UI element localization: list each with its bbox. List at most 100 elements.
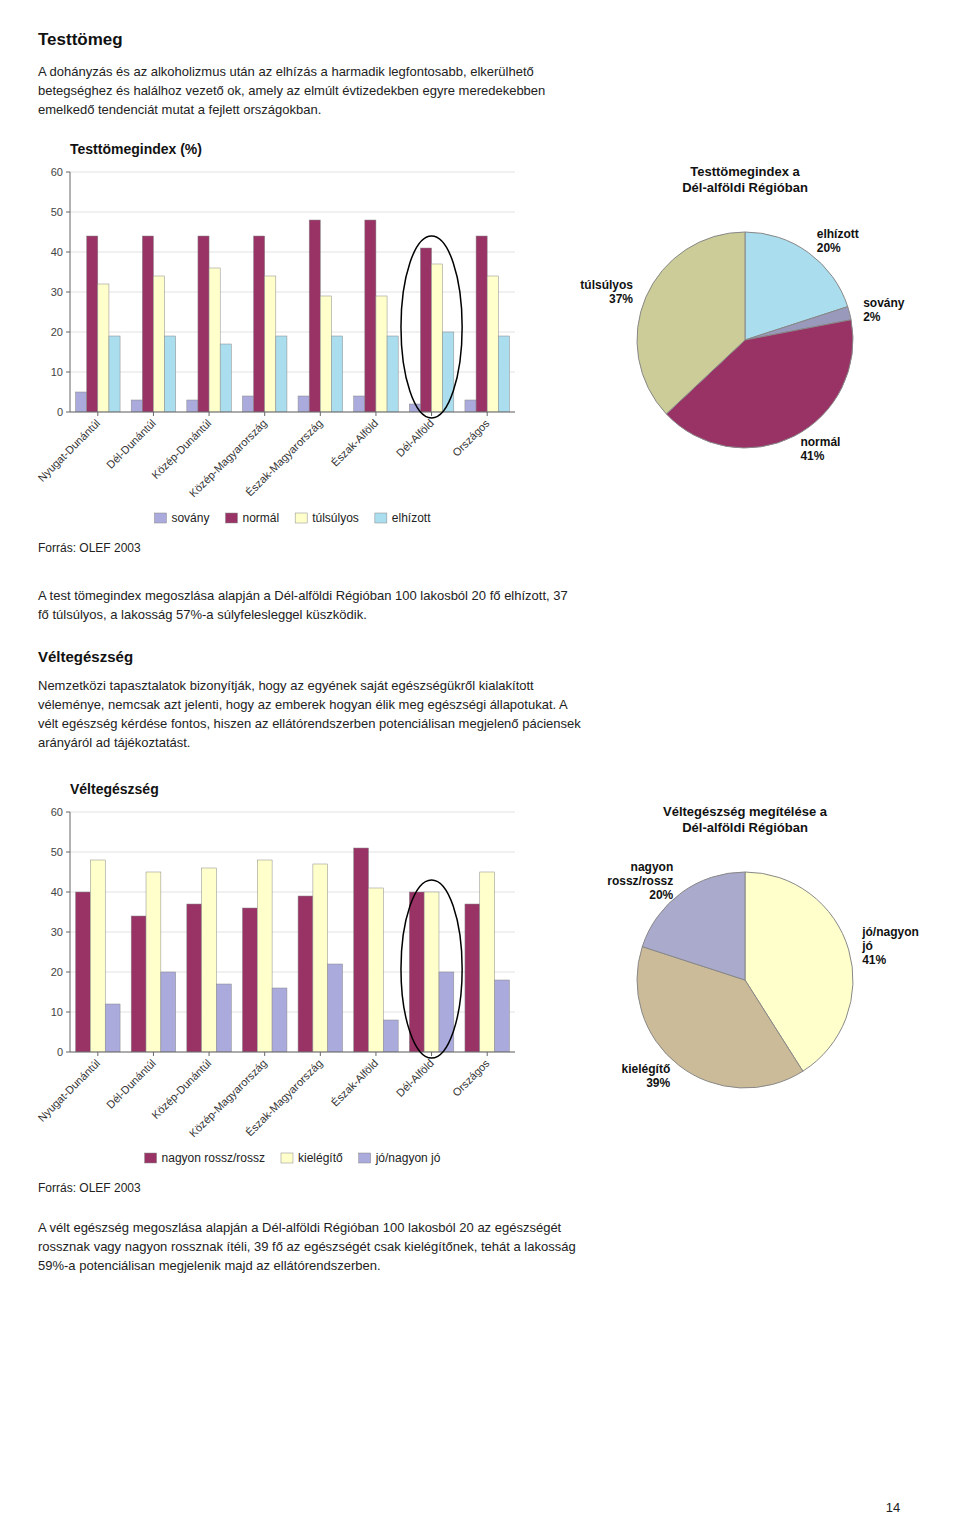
y-tick-label: 50 [51,846,63,858]
y-tick [66,252,70,253]
bar [465,400,476,412]
legend-swatch [281,1153,293,1163]
y-tick [66,212,70,213]
x-tick [209,1052,210,1056]
bar [439,972,454,1052]
y-tick-label: 30 [51,286,63,298]
slice-label-line: jó [861,939,873,953]
bar [495,980,510,1052]
slice-label-value: 39% [646,1076,670,1090]
legend-label: elhízott [392,511,431,525]
x-tick-label: Észak-Magyarország [243,417,325,499]
bar [76,392,87,412]
x-tick [320,1052,321,1056]
x-tick-label: Országos [450,417,492,459]
y-tick [66,892,70,893]
bar [383,1020,398,1052]
x-tick [431,412,432,416]
paragraph-line: vélt egészség kérdése fontos, hiszen az … [38,716,581,731]
y-tick [66,1052,70,1053]
y-axis [70,812,71,1052]
paragraph: Nemzetközi tapasztalatok bizonyítják, ho… [38,678,581,750]
y-tick [66,292,70,293]
x-tick [375,1052,376,1056]
bar [276,336,287,412]
highlight-ellipse [401,236,462,418]
grid-line [70,212,515,213]
legend-swatch [225,513,237,523]
slice-label: nagyonrossz/rossz20% [607,860,673,902]
pie-slice [637,232,745,414]
x-tick-label: Dél-Dunántúl [104,417,158,471]
bar-chart: Testtömegindex (%)0102030405060Nyugat-Du… [35,141,515,555]
bar [105,1004,120,1052]
bar [424,892,439,1052]
bar [298,896,313,1052]
bar [480,872,495,1052]
x-tick-label: Dél-Dunántúl [104,1057,158,1111]
bar [498,336,509,412]
paragraph-line: emelkedő tendenciát mutat a fejlett orsz… [38,102,321,117]
y-tick [66,932,70,933]
paragraph-line: arányáról ad tájékoztatást. [38,735,190,750]
legend-label: túlsúlyos [312,511,359,525]
slice-label-name: kielégítő [622,1062,671,1076]
slice-label-name: normál [800,435,840,449]
y-axis [70,172,71,412]
pie-chart: Testtömegindex aDél-alföldi Régióban elhí… [580,164,905,463]
chart-title: Testtömegindex aDél-alföldi Régióban [682,164,808,195]
slice-label-line: rossz/rossz [607,874,673,888]
x-tick [153,1052,154,1056]
y-tick-label: 10 [51,366,63,378]
x-tick [320,412,321,416]
x-tick [375,412,376,416]
legend-label: normál [242,511,279,525]
bar [387,336,398,412]
source-note: Forrás: OLEF 2003 [38,541,141,555]
bar [165,336,176,412]
y-tick-label: 0 [57,1046,63,1058]
slice-label-value: 37% [609,292,633,306]
y-tick-label: 40 [51,246,63,258]
y-tick-label: 60 [51,806,63,818]
slice-label-name: elhízott [817,227,859,241]
bar [131,916,146,1052]
page-number: 14 [886,1500,900,1515]
x-tick [487,1052,488,1056]
chart-title-line: Dél-alföldi Régióban [682,820,808,835]
x-tick-label: Közép-Dunántúl [149,1057,213,1121]
paragraph-line: A test tömegindex megoszlása alapján a D… [38,588,568,603]
chart-title: Véltegészség [70,781,159,797]
y-tick-label: 20 [51,966,63,978]
bar [272,988,287,1052]
bar [242,908,257,1052]
grid-line [70,892,515,893]
paragraph: A dohányzás és az alkoholizmus után az e… [38,64,545,117]
bar [354,396,365,412]
legend-label: sovány [171,511,209,525]
slice-label-name: sovány [863,296,905,310]
bar [476,236,487,412]
paragraph-line: betegséghez és halálhoz vezető ok, amely… [38,83,545,98]
bar [420,248,431,412]
bar [87,236,98,412]
bar [331,336,342,412]
slice-label: sovány2% [863,296,905,324]
bar [376,296,387,412]
bar [443,332,454,412]
paragraph: A vélt egészség megoszlása alapján a Dél… [38,1220,576,1273]
grid-line [70,172,515,173]
paragraph-line: 59%-a potenciálisan megjelenik majd az e… [38,1258,381,1273]
slice-label-name: túlsúlyos [580,278,633,292]
bar [298,396,309,412]
source-note: Forrás: OLEF 2003 [38,1181,141,1195]
x-axis [70,412,515,413]
x-tick-label: Dél-Alföld [394,417,436,459]
legend-label: jó/nagyon jó [375,1151,441,1165]
x-tick-label: Észak-Alföld [329,1057,381,1109]
page-title: Testtömeg [38,30,123,49]
y-tick-label: 60 [51,166,63,178]
legend-label: nagyon rossz/rossz [162,1151,265,1165]
y-tick-label: 30 [51,926,63,938]
legend-swatch [145,1153,157,1163]
